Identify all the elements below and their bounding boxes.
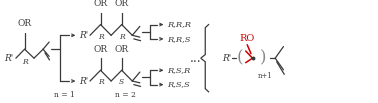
Text: R: R (22, 58, 28, 66)
Text: S: S (119, 78, 124, 86)
Text: R,R,S: R,R,S (167, 35, 191, 43)
Text: OR: OR (93, 0, 108, 8)
Text: OR: OR (115, 0, 129, 8)
Text: R: R (98, 33, 104, 41)
Text: ...: ... (190, 52, 201, 65)
Text: R': R' (79, 77, 88, 85)
Text: R': R' (4, 54, 13, 63)
Text: n+1: n+1 (257, 72, 273, 80)
Text: n = 2: n = 2 (115, 91, 136, 99)
Text: R': R' (222, 54, 231, 63)
Text: R: R (119, 33, 125, 41)
Text: n = 1: n = 1 (54, 91, 75, 99)
Text: R': R' (79, 31, 88, 40)
Text: R: R (98, 78, 104, 86)
Text: RO: RO (240, 34, 255, 43)
Text: (: ( (237, 50, 243, 67)
Text: OR: OR (17, 19, 32, 28)
Text: OR: OR (93, 45, 108, 54)
Text: R,R,R: R,R,R (167, 21, 191, 29)
Text: OR: OR (115, 45, 129, 54)
Text: R,S,S: R,S,S (167, 81, 190, 89)
Text: ): ) (260, 50, 266, 67)
Text: R,S,R: R,S,R (167, 66, 191, 74)
